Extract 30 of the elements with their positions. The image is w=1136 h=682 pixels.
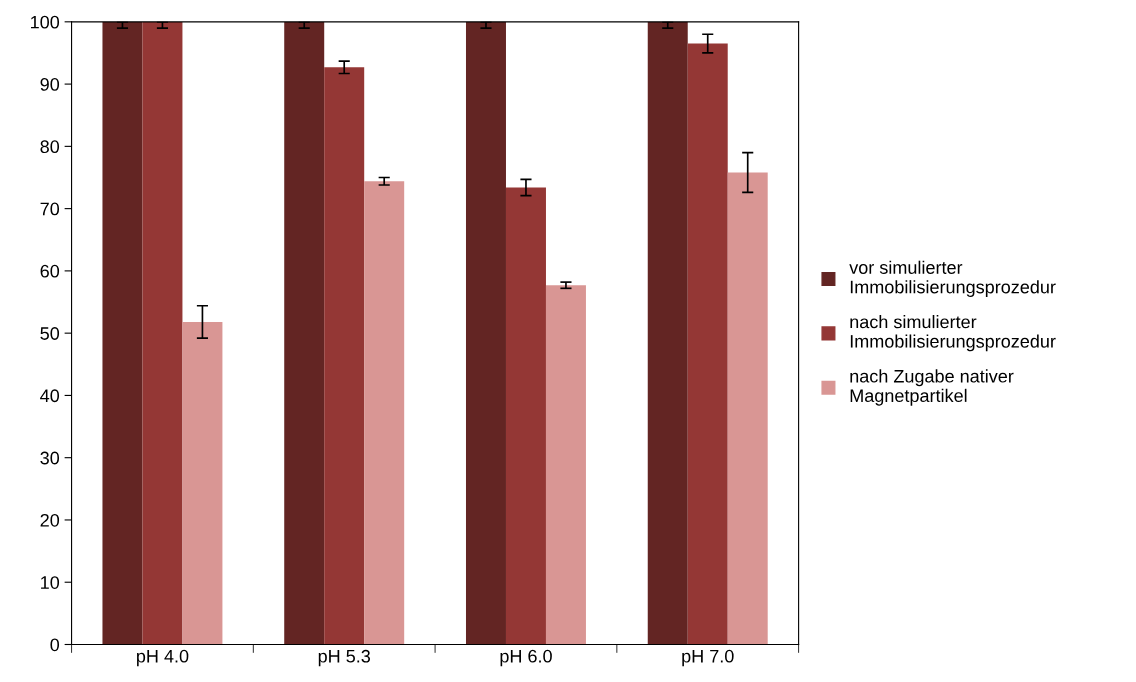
y-tick-label: 90 xyxy=(40,78,60,91)
bar xyxy=(465,21,506,645)
y-tick-label: 60 xyxy=(40,264,60,278)
legend-label: vor simulierter Immobilisierungsprozedur xyxy=(849,260,1056,297)
bar xyxy=(687,43,728,645)
bar xyxy=(284,21,325,645)
bar xyxy=(364,181,405,645)
y-tick-label: 100 xyxy=(31,15,60,29)
legend-label: nach Zugabe nativer Magnetpartikel xyxy=(850,369,1014,406)
bar xyxy=(142,21,183,645)
y-tick-label: 0 xyxy=(50,638,60,652)
bar xyxy=(102,21,143,645)
y-tick-label: 40 xyxy=(40,389,60,403)
y-tick-label: 50 xyxy=(40,327,60,340)
legend-label: nach simulierter Immobilisierungsprozedur xyxy=(850,315,1056,352)
y-tick-label: 70 xyxy=(40,202,60,216)
bar xyxy=(182,321,223,645)
y-tick-label: 10 xyxy=(41,576,60,589)
x-tick-label: pH 7.0 xyxy=(682,649,734,667)
bar xyxy=(505,187,546,645)
x-tick-label: pH 6.0 xyxy=(500,649,552,667)
bar xyxy=(324,67,365,645)
x-tick-label: pH 4.0 xyxy=(137,649,189,667)
bar xyxy=(647,21,688,645)
y-tick-label: 80 xyxy=(40,140,60,154)
y-tick-label: 20 xyxy=(40,513,60,527)
bar xyxy=(727,172,768,645)
x-tick-label: pH 5.3 xyxy=(318,649,371,667)
bar xyxy=(545,285,586,645)
y-tick-label: 30 xyxy=(40,451,60,465)
